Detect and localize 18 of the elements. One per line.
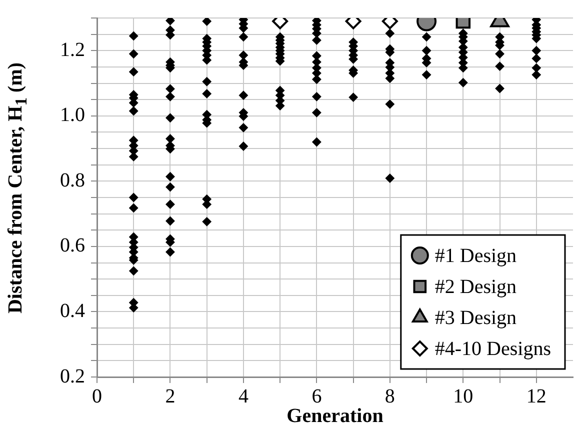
y-tick-label: 1.2	[60, 38, 85, 61]
y-tick-label: 1.0	[60, 104, 85, 126]
legend-label: #2 Design	[434, 276, 517, 298]
x-tick-label: 2	[165, 385, 176, 408]
x-axis-title: Generation	[286, 405, 384, 428]
x-tick-label: 6	[312, 385, 322, 408]
y-tick-label: 0.2	[60, 365, 85, 388]
y-tick-label: 0.4	[60, 300, 85, 322]
legend-label: #1 Design	[434, 244, 517, 267]
y-tick-label: 0.8	[60, 169, 85, 192]
legend-label: #3 Design	[434, 306, 517, 329]
x-tick-label: 0	[92, 385, 102, 408]
x-tick-label: 10	[453, 385, 474, 408]
x-tick-label: 12	[526, 385, 546, 408]
x-tick-label: 8	[384, 385, 395, 408]
y-tick-label: 0.6	[60, 234, 85, 257]
legend-label: #4-10 Designs	[434, 338, 552, 360]
x-tick-label: 4	[238, 385, 248, 408]
